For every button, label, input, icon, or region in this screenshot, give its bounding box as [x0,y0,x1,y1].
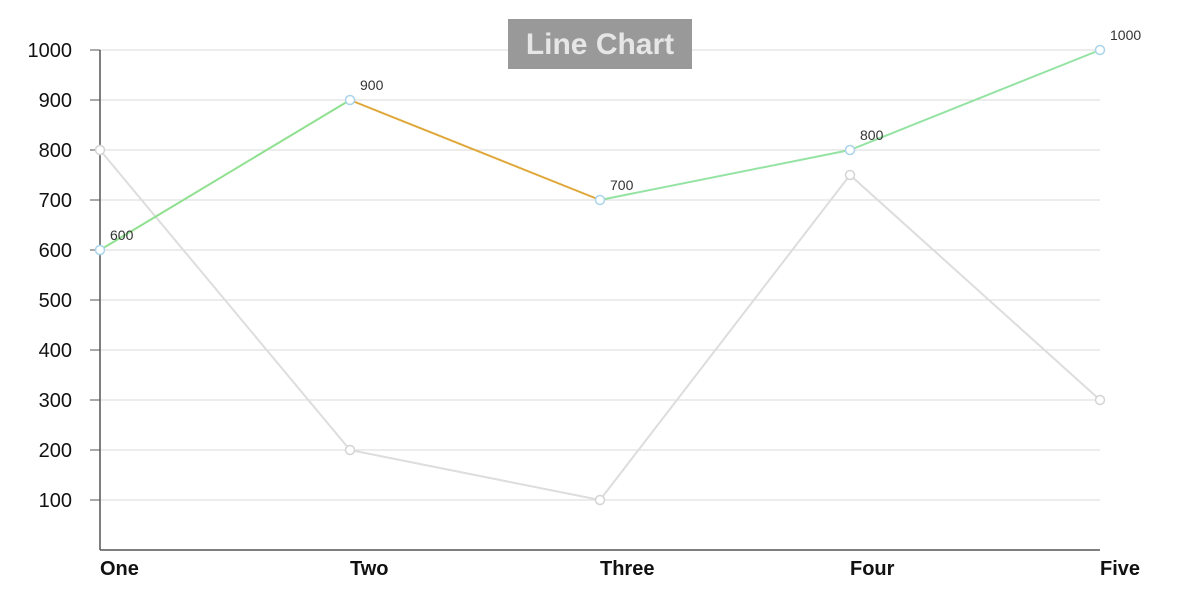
y-tick-label: 900 [39,90,72,112]
chart-title-background [508,19,692,69]
y-tick-label: 700 [39,190,72,212]
series-line-segment [99,149,351,451]
x-tick-label: Four [850,558,895,580]
chart-title-group: Line Chart [508,19,692,69]
axes [90,49,1100,551]
data-point [844,169,856,181]
series-line-segment [99,99,351,251]
y-tick-label: 300 [39,390,72,412]
data-point [94,144,106,156]
x-tick-label: Three [600,558,654,580]
chart-title: Line Chart [526,28,674,61]
y-tick-label: 500 [39,290,72,312]
data-label: 700 [610,177,634,193]
series-line-segment [599,149,851,201]
data-label: 600 [110,227,134,243]
y-tick-label: 400 [39,340,72,362]
gridlines [100,49,1100,501]
x-tick-label: Two [350,558,389,580]
series-line-segment [599,174,851,501]
data-label: 900 [360,77,384,93]
data-point [344,444,356,456]
data-point [344,94,356,106]
series-line-segment [849,174,1101,401]
data-point [94,244,106,256]
y-tick-label: 800 [39,140,72,162]
series-line-segment [349,449,601,501]
data-point [594,194,606,206]
data-point [1094,44,1106,56]
series-line-segment [349,99,601,201]
ticks: 100 200 300 400 500 600 700 800 900 1000 One Two Thr… [28,40,1141,580]
x-tick-label: One [100,558,139,580]
x-tick-label: Five [1100,558,1140,580]
data-point [844,144,856,156]
series-layer: 600 900 700 800 1000 [94,27,1141,506]
series-line-segment [849,49,1101,151]
y-tick-label: 600 [39,240,72,262]
data-label: 1000 [1110,27,1141,43]
data-point [1094,394,1106,406]
y-tick-label: 200 [39,440,72,462]
series-2 [94,144,1106,506]
series-1: 600 900 700 800 1000 [94,27,1141,256]
y-tick-label: 100 [39,490,72,512]
data-label: 800 [860,127,884,143]
data-point [594,494,606,506]
y-tick-label: 1000 [28,40,73,62]
